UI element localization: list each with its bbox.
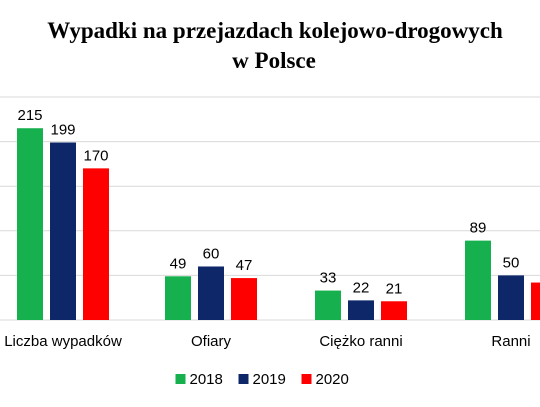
x-tick-label: Ranni: [491, 333, 530, 350]
data-label-2018-0: 215: [17, 107, 42, 124]
chart-title-line-1: Wypadki na przejazdach kolejowo-drogowyc…: [47, 18, 503, 43]
data-label-2020-1: 47: [236, 257, 253, 274]
legend-swatch-2020: [301, 374, 312, 384]
bar-2019-2: [348, 300, 374, 320]
legend-swatch-2018: [175, 374, 186, 384]
bar-2018-3: [465, 240, 491, 320]
data-label-2018-1: 49: [170, 255, 187, 272]
bar-2019-3: [498, 275, 524, 320]
data-label-2020-2: 21: [386, 280, 403, 297]
data-label-2018-3: 89: [470, 220, 487, 237]
bar-2020-0: [83, 168, 109, 320]
bar-2020-3: [531, 282, 540, 320]
bar-2019-1: [198, 266, 224, 320]
bar-2020-2: [381, 301, 407, 320]
chart-title-line-2: w Polsce: [232, 48, 316, 73]
legend-label-2020: 2020: [316, 371, 349, 388]
legend-label-2018: 2018: [190, 371, 223, 388]
x-tick-label: Ciężko ranni: [319, 333, 402, 350]
data-label-2019-0: 199: [50, 121, 75, 138]
data-label-2018-2: 33: [320, 270, 337, 287]
data-label-2020-0: 170: [83, 147, 108, 164]
bar-2020-1: [231, 278, 257, 320]
bar-2018-0: [17, 128, 43, 320]
bar-2019-0: [50, 142, 76, 320]
x-tick-label: Ofiary: [191, 333, 232, 350]
bar-2018-2: [315, 290, 341, 320]
legend-label-2019: 2019: [253, 371, 286, 388]
data-label-2019-1: 60: [203, 245, 220, 262]
data-label-2019-2: 22: [353, 279, 370, 296]
data-label-2019-3: 50: [503, 254, 520, 271]
legend-swatch-2019: [238, 374, 249, 384]
bar-2018-1: [165, 276, 191, 320]
x-tick-label: Liczba wypadków: [4, 333, 122, 350]
